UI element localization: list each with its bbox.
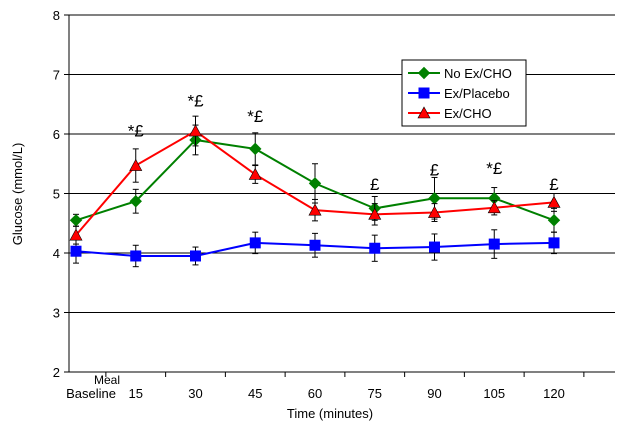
- data-point: [248, 167, 262, 180]
- y-tick-label: 5: [53, 187, 60, 202]
- y-tick-label: 3: [53, 306, 60, 321]
- data-point: [190, 250, 201, 262]
- data-point: [548, 237, 560, 249]
- significance-marker: £: [430, 161, 440, 180]
- gridlines: [69, 14, 615, 313]
- x-tick-label: 105: [483, 386, 505, 401]
- x-tick-labels: Baseline 15 30 45 60 75 90 105 120: [66, 386, 565, 401]
- x-tick-label: 30: [188, 386, 202, 401]
- y-tick-label: 2: [53, 365, 60, 380]
- data-point: [429, 241, 440, 253]
- data-point: [129, 158, 143, 171]
- y-tick-label: 4: [53, 246, 60, 261]
- data-point: [308, 177, 322, 190]
- data-point: [69, 214, 83, 227]
- legend-marker: [418, 87, 430, 99]
- meal-label: Meal: [94, 373, 120, 387]
- x-tick-label: 90: [427, 386, 441, 401]
- data-point: [547, 195, 561, 208]
- significance-marker: *£: [486, 159, 503, 178]
- significance-marker: *£: [247, 107, 264, 126]
- data-point: [249, 142, 262, 156]
- y-tick-labels: 2 3 4 5 6 7 8: [53, 8, 60, 380]
- legend-marker: [417, 66, 431, 80]
- significance-annotations: *£ *£ *£ £ £ *£ £: [128, 92, 560, 194]
- y-tick-label: 6: [53, 127, 60, 142]
- x-tick-label: 120: [543, 386, 565, 401]
- data-point: [488, 238, 500, 250]
- series-1: [70, 229, 560, 268]
- legend-label: Ex/Placebo: [444, 86, 510, 101]
- data-point: [69, 228, 83, 241]
- data-point: [369, 242, 381, 254]
- data-point: [308, 203, 322, 216]
- x-tick-label: Baseline: [66, 386, 116, 401]
- data-point: [129, 195, 142, 208]
- legend-label: No Ex/CHO: [444, 66, 512, 81]
- data-point: [547, 214, 561, 227]
- axes: [64, 14, 615, 377]
- data-point: [70, 245, 82, 257]
- significance-marker: *£: [187, 92, 204, 111]
- series: [69, 115, 561, 268]
- legend-label: Ex/CHO: [444, 106, 492, 121]
- data-point: [487, 201, 501, 214]
- x-tick-label: 45: [248, 386, 262, 401]
- x-tick-label: 75: [368, 386, 382, 401]
- x-axis-title: Time (minutes): [287, 406, 373, 421]
- significance-marker: £: [549, 175, 559, 194]
- legend-marker: [417, 106, 431, 119]
- y-axis-title: Glucose (mmol/L): [10, 143, 25, 246]
- series-2: [69, 115, 561, 245]
- significance-marker: £: [370, 175, 380, 194]
- data-point: [428, 192, 441, 205]
- x-tick-label: 15: [129, 386, 143, 401]
- data-point: [130, 250, 142, 262]
- data-point: [309, 239, 321, 251]
- y-tick-label: 8: [53, 8, 60, 23]
- data-point: [249, 237, 261, 249]
- data-point: [427, 205, 442, 218]
- y-tick-label: 7: [53, 68, 60, 83]
- significance-marker: *£: [128, 121, 145, 140]
- x-tick-label: 60: [308, 386, 322, 401]
- data-point: [188, 124, 203, 137]
- legend: No Ex/CHO Ex/Placebo Ex/CHO: [401, 59, 527, 127]
- data-point: [368, 207, 382, 220]
